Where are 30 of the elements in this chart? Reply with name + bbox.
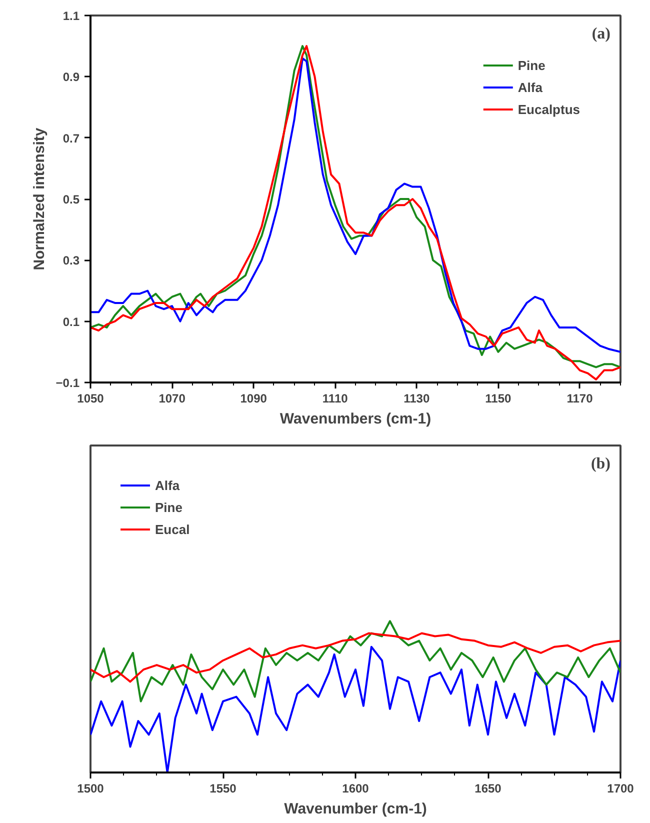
y-tick-label: 0.1 xyxy=(62,314,80,329)
y-tick-label: 0.5 xyxy=(62,192,80,206)
legend-label: Pine xyxy=(155,500,182,514)
legend-label: Pine xyxy=(518,58,546,72)
x-tick-label: 1090 xyxy=(240,392,268,406)
y-tick-label: 0.3 xyxy=(62,254,80,268)
y-tick-label: 1.1 xyxy=(62,9,80,23)
y-tick-label: 0.7 xyxy=(62,131,80,146)
x-tick-label: 1050 xyxy=(77,392,104,406)
x-tick-label: 1500 xyxy=(77,782,104,796)
y-axis-title: Normalzed intensity xyxy=(30,127,48,270)
x-tick-label: 1070 xyxy=(158,392,186,406)
x-tick-label: 1550 xyxy=(210,782,237,796)
x-axis-title: Wavenumbers (cm-1) xyxy=(280,410,432,428)
legend-label: Alfa xyxy=(155,478,180,492)
y-tick-label: 0.9 xyxy=(62,70,80,84)
text: (b) xyxy=(590,456,611,472)
legend-label: Alfa xyxy=(518,80,542,94)
x-tick-label: 1130 xyxy=(404,392,430,406)
x-tick-label: 1700 xyxy=(607,782,634,796)
legend-label: Eucalptus xyxy=(518,102,580,116)
x-tick-label: 1170 xyxy=(566,392,594,406)
annotation: (a) xyxy=(592,26,610,42)
x-tick-label: 1600 xyxy=(342,782,370,796)
x-axis-title: Wavenumber (cm-1) xyxy=(284,800,427,818)
x-tick-label: 1150 xyxy=(485,392,512,406)
y-tick-label: −0.1 xyxy=(56,376,80,390)
x-tick-label: 1110 xyxy=(322,392,348,406)
x-tick-label: 1650 xyxy=(474,782,502,796)
legend-label: Eucal xyxy=(155,522,190,536)
